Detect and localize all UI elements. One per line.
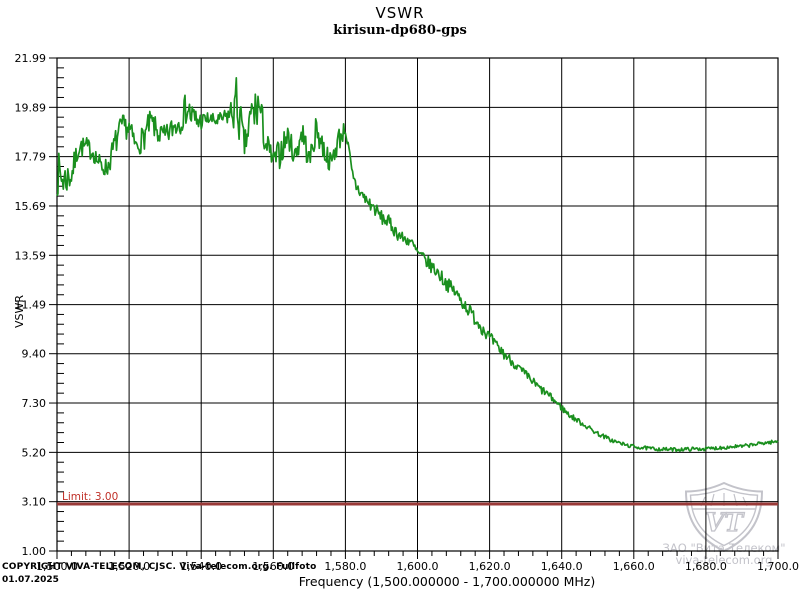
vswr-trace (56, 76, 779, 453)
x-tick-label: 1,680.0 (685, 560, 727, 573)
y-tick-label: 17.79 (15, 151, 47, 164)
chart-subtitle: kirisun-dp680-gps (333, 23, 467, 38)
x-tick-label: 1,600.0 (397, 560, 439, 573)
x-tick-label: 1,560.0 (252, 560, 294, 573)
y-tick-label: 5.20 (22, 446, 47, 459)
y-tick-label: 15.69 (15, 200, 47, 213)
watermark-monogram: VT (705, 508, 745, 537)
y-tick-label: 7.30 (22, 397, 47, 410)
x-axis-title: Frequency (1,500.000000 - 1,700.000000 M… (298, 574, 596, 589)
x-tick-label: 1,700.0 (757, 560, 799, 573)
watermark-site: viva-telecom.org (675, 553, 773, 567)
x-tick-label: 1,640.0 (541, 560, 583, 573)
x-tick-label: 1,500.0 (36, 560, 78, 573)
y-tick-label: 9.40 (22, 348, 47, 361)
y-tick-label: 19.89 (15, 101, 47, 114)
chart-title: VSWR (375, 4, 425, 22)
limit-label: Limit: 3.00 (62, 491, 118, 503)
y-tick-label: 3.10 (22, 496, 47, 509)
y-tick-label: 11.49 (15, 299, 47, 312)
plot-border (56, 57, 779, 552)
y-tick-label: 1.00 (22, 545, 47, 558)
y-tick-label: 13.59 (15, 249, 47, 262)
x-tick-label: 1,540.0 (180, 560, 222, 573)
x-tick-label: 1,660.0 (613, 560, 655, 573)
copyright-text: COPYRIGHT VIVA-TELECOM, CJSC. Viva-telec… (2, 562, 317, 572)
x-tick-label: 1,620.0 (469, 560, 511, 573)
x-tick-label: 1,580.0 (324, 560, 366, 573)
y-axis-title: VSWR (13, 294, 26, 328)
date-stamp: 01.07.2025 (2, 575, 59, 585)
x-tick-label: 1,520.0 (108, 560, 150, 573)
y-tick-label: 21.99 (15, 52, 47, 65)
